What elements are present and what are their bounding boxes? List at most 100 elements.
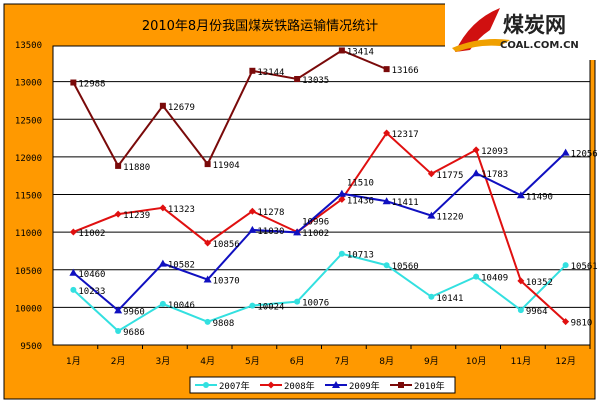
data-label: 10460: [78, 270, 105, 280]
data-label: 13035: [302, 76, 329, 86]
data-point: [159, 102, 166, 109]
data-label: 12679: [168, 103, 195, 113]
legend-label: 2010年: [414, 380, 445, 392]
logo-domain: COAL.COM.CN: [500, 40, 579, 51]
series-line: [72, 151, 567, 312]
data-point: [248, 225, 257, 233]
x-tick-label: 11月: [511, 356, 531, 367]
series-line: [72, 252, 567, 333]
data-point: [115, 162, 122, 169]
y-tick-label: 10000: [15, 304, 42, 314]
logo: 煤炭网 COAL.COM.CN: [445, 0, 601, 60]
legend-item: 2010年: [390, 380, 445, 392]
x-tick-label: 10月: [466, 356, 486, 367]
data-label: 10046: [168, 301, 195, 311]
data-label: 11880: [123, 163, 150, 173]
data-point: [114, 306, 123, 314]
data-label: 11411: [392, 198, 419, 208]
data-point: [472, 146, 480, 154]
data-point: [294, 75, 301, 82]
data-label: 11220: [436, 213, 463, 223]
data-point: [294, 298, 301, 305]
x-tick-label: 4月: [200, 356, 215, 367]
x-tick-label: 2月: [111, 356, 126, 367]
data-point: [337, 189, 346, 197]
data-point: [267, 381, 275, 389]
data-label: 10076: [302, 299, 329, 309]
data-label: 11002: [302, 229, 329, 239]
data-point: [472, 169, 481, 177]
data-label: 9808: [213, 319, 235, 329]
data-label: 11775: [436, 171, 463, 181]
x-tick-label: 8月: [379, 356, 394, 367]
series-2007年: [70, 250, 569, 335]
data-point: [249, 302, 256, 309]
data-label: 13166: [392, 66, 419, 76]
data-label: 9964: [526, 307, 548, 317]
legend: [189, 376, 456, 394]
data-label: 10141: [436, 294, 463, 304]
data-point: [159, 204, 167, 212]
data-label: 10856: [213, 240, 240, 250]
y-tick-label: 11500: [15, 192, 42, 202]
data-point: [382, 197, 391, 205]
legend-item: 2007年: [195, 380, 250, 392]
data-label: 13144: [257, 68, 284, 78]
logo-text: 煤炭网: [503, 13, 566, 37]
data-label: 10561: [571, 262, 598, 272]
data-point: [338, 195, 346, 203]
data-point: [115, 328, 122, 335]
data-point: [203, 275, 212, 283]
data-label: 10713: [347, 251, 374, 261]
series-2009年: [69, 148, 570, 314]
data-label: 10409: [481, 274, 508, 284]
x-tick-label: 12月: [555, 356, 575, 367]
x-tick-label: 1月: [66, 356, 81, 367]
data-label: 12056: [571, 150, 598, 160]
data-point: [562, 262, 569, 269]
series-line: [72, 49, 388, 168]
x-tick-label: 3月: [156, 356, 171, 367]
data-label: 10370: [213, 277, 240, 287]
data-point: [561, 148, 570, 156]
y-tick-label: 9500: [20, 342, 42, 352]
data-label: 11239: [123, 211, 150, 221]
data-label: 11278: [257, 208, 284, 218]
data-label: 10024: [257, 303, 284, 313]
data-label: 11510: [347, 179, 374, 189]
data-label: 11002: [78, 229, 105, 239]
data-label: 12988: [78, 80, 105, 90]
legend-label: 2007年: [219, 380, 250, 392]
legend-item: 2009年: [325, 380, 380, 392]
data-point: [517, 277, 525, 285]
legend-label: 2009年: [349, 380, 380, 392]
data-label: 12317: [392, 130, 419, 140]
data-point: [204, 161, 211, 168]
data-point: [383, 129, 391, 137]
data-point: [398, 382, 404, 388]
data-label: 10233: [78, 287, 105, 297]
data-label: 12093: [481, 147, 508, 157]
data-label: 13414: [347, 47, 374, 57]
data-point: [69, 228, 77, 236]
data-point: [383, 66, 390, 73]
data-label: 11030: [257, 227, 284, 237]
data-point: [70, 79, 77, 86]
series-line: [73, 131, 567, 323]
data-label: 10582: [168, 261, 195, 271]
y-tick-label: 12500: [15, 116, 42, 126]
data-point: [203, 382, 209, 388]
data-point: [473, 273, 480, 280]
data-point: [204, 318, 211, 325]
data-point: [517, 307, 524, 314]
data-label: 9960: [123, 307, 145, 317]
chart-title: 2010年8月份我国煤炭铁路运输情况统计: [142, 18, 378, 34]
data-point: [427, 170, 435, 178]
data-point: [383, 262, 390, 269]
data-point: [204, 239, 212, 247]
data-label: 11490: [526, 192, 553, 202]
data-point: [427, 211, 436, 219]
data-point: [562, 318, 570, 326]
